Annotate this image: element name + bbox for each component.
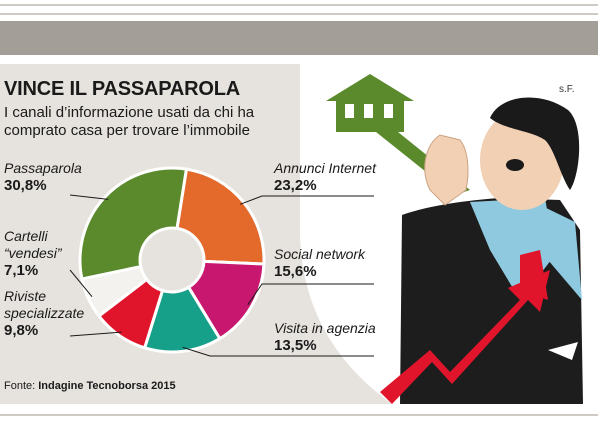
slice-name: Annunci Internet bbox=[274, 160, 376, 176]
chart-subtitle: I canali d’informazione usati da chi ha … bbox=[4, 104, 255, 139]
hair bbox=[490, 97, 580, 190]
slice-value: 30,8% bbox=[4, 177, 47, 194]
source-label: Fonte: bbox=[4, 380, 36, 392]
top-rule bbox=[0, 4, 598, 6]
slice-annunci bbox=[175, 167, 266, 266]
slice-value: 13,5% bbox=[274, 337, 317, 354]
author-credit: s.F. bbox=[559, 84, 575, 95]
slice-name: Visita in agenzia bbox=[274, 320, 376, 336]
pocket-square bbox=[548, 342, 578, 360]
slice-name: Riviste specializzate bbox=[4, 288, 85, 321]
source-note: Fonte: Indagine Tecnoborsa 2015 bbox=[4, 380, 176, 392]
slice-value: 9,8% bbox=[4, 322, 39, 339]
leader-riviste bbox=[69, 331, 122, 337]
leader-cartelli bbox=[69, 269, 93, 298]
donut-slices bbox=[78, 166, 266, 354]
slice-name: Social network bbox=[274, 246, 366, 262]
slice-name: Passaparola bbox=[4, 160, 82, 176]
leader-social bbox=[247, 283, 374, 306]
slice-passaparola bbox=[78, 166, 189, 281]
label-annunci: Annunci Internet 23,2% bbox=[274, 160, 376, 194]
slice-name: Cartelli “vendesi” bbox=[4, 228, 62, 261]
chart-title: VINCE IL PASSAPAROLA bbox=[4, 78, 241, 100]
label-cartelli: Cartelli “vendesi” 7,1% bbox=[4, 228, 62, 279]
top-rule-2 bbox=[0, 13, 598, 15]
source-name: Indagine Tecnoborsa 2015 bbox=[38, 380, 176, 392]
header-band bbox=[0, 21, 598, 55]
leader-lines bbox=[69, 194, 374, 357]
leader-annunci bbox=[239, 195, 374, 205]
label-visita: Visita in agenzia 13,5% bbox=[274, 320, 376, 354]
slice-value: 15,6% bbox=[274, 263, 317, 280]
label-riviste: Riviste specializzate 9,8% bbox=[4, 288, 84, 339]
bottom-rule bbox=[0, 414, 598, 416]
slice-value: 7,1% bbox=[4, 262, 39, 279]
hand bbox=[424, 134, 469, 206]
leader-passaparola bbox=[69, 194, 109, 200]
label-social: Social network 15,6% bbox=[274, 246, 365, 280]
red-arrow bbox=[380, 270, 550, 404]
label-passaparola: Passaparola 30,8% bbox=[4, 160, 82, 194]
slice-value: 23,2% bbox=[274, 177, 317, 194]
leader-visita bbox=[182, 346, 374, 357]
